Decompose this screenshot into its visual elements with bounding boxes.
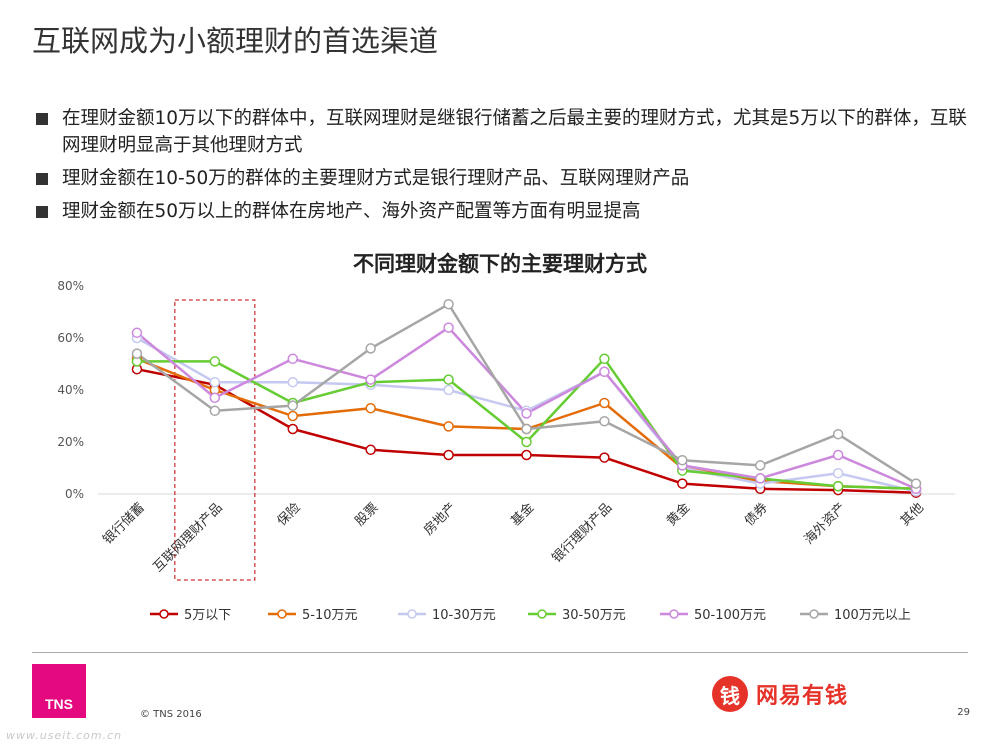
- bullet-item: 理财金额在50万以上的群体在房地产、海外资产配置等方面有明显提高: [32, 198, 982, 225]
- data-point: [287, 353, 299, 365]
- legend-swatch-marker: [537, 609, 547, 619]
- data-point: [677, 478, 688, 489]
- square-bullet-icon: [36, 113, 48, 125]
- data-point: [443, 449, 454, 461]
- data-point: [599, 366, 610, 378]
- data-point: [287, 423, 299, 435]
- chart-title: 不同理财金额下的主要理财方式: [353, 252, 647, 276]
- data-point: [599, 353, 610, 365]
- data-point: [443, 384, 454, 396]
- data-point: [365, 402, 376, 414]
- data-point: [209, 392, 221, 404]
- tns-logo: TNS: [32, 664, 86, 718]
- bullet-item: 在理财金额10万以下的群体中，互联网理财是继银行储蓄之后最主要的理财方式，尤其是…: [32, 105, 982, 159]
- bullet-text: 理财金额在50万以上的群体在房地产、海外资产配置等方面有明显提高: [62, 201, 641, 222]
- legend-swatch-marker: [809, 609, 819, 619]
- y-tick-label: 20%: [57, 435, 84, 449]
- partner-logo-text: 网易有钱: [756, 684, 849, 709]
- data-point: [754, 473, 766, 484]
- data-point: [287, 410, 299, 422]
- bullet-text: 在理财金额10万以下的群体中，互联网理财是继银行储蓄之后最主要的理财方式，尤其是…: [62, 108, 967, 156]
- legend-swatch-marker: [407, 609, 417, 619]
- legend-label: 50-100万元: [694, 608, 766, 623]
- data-point: [443, 298, 454, 310]
- y-tick-label: 0%: [65, 487, 84, 501]
- data-point: [209, 376, 221, 388]
- square-bullet-icon: [36, 206, 48, 218]
- square-bullet-icon: [36, 173, 48, 185]
- legend-label: 5万以下: [184, 608, 231, 623]
- coin-logo-icon: 钱: [712, 676, 748, 712]
- data-point: [677, 454, 688, 466]
- data-point: [910, 478, 922, 489]
- data-point: [754, 460, 766, 471]
- x-tick-label: 基金: [508, 500, 538, 530]
- line-chart: 80% 60% 40% 20% 0% 银行储蓄 互联网理财产品 保险 股票 房地产 基金 银行理财产品…: [57, 279, 955, 623]
- legend-label: 5-10万元: [302, 608, 358, 623]
- data-point: [443, 374, 454, 385]
- data-point: [443, 421, 454, 432]
- x-tick-label: 其他: [898, 500, 927, 529]
- data-point: [832, 449, 844, 461]
- data-point: [287, 376, 299, 388]
- watermark: www.useit.com.cn: [6, 729, 123, 742]
- data-point: [365, 343, 376, 354]
- data-point: [365, 444, 376, 456]
- footer-divider: [32, 652, 968, 653]
- data-point: [832, 480, 844, 492]
- bullet-item: 理财金额在10-50万的群体的主要理财方式是银行理财产品、互联网理财产品: [32, 165, 982, 192]
- data-point: [209, 356, 221, 367]
- data-point: [521, 436, 532, 448]
- x-tick-label: 银行理财产品: [549, 500, 615, 566]
- x-tick-label: 海外资产: [802, 500, 849, 547]
- legend-label: 10-30万元: [432, 608, 496, 623]
- x-tick-label: 互联网理财产品: [151, 500, 226, 575]
- data-point: [599, 415, 610, 427]
- x-tick-label: 债券: [741, 500, 771, 530]
- data-point: [521, 408, 532, 419]
- data-point: [832, 467, 844, 479]
- bullet-list: 在理财金额10万以下的群体中，互联网理财是继银行储蓄之后最主要的理财方式，尤其是…: [32, 105, 982, 231]
- legend-swatch-marker: [159, 609, 169, 619]
- data-point: [131, 327, 143, 339]
- bullet-text: 理财金额在10-50万的群体的主要理财方式是银行理财产品、互联网理财产品: [62, 168, 690, 189]
- legend-label: 30-50万元: [562, 608, 626, 623]
- netease-youqian-logo: 钱 网易有钱: [712, 676, 848, 712]
- x-tick-label: 股票: [353, 500, 382, 529]
- data-point: [832, 428, 844, 440]
- page-number: 29: [957, 707, 970, 718]
- x-tick-label: 银行储蓄: [100, 500, 147, 547]
- data-point: [365, 374, 376, 385]
- data-point: [287, 400, 299, 411]
- x-tick-label: 保险: [275, 500, 304, 529]
- data-point: [443, 322, 454, 333]
- data-point: [599, 397, 610, 409]
- tns-logo-text: TNS: [45, 696, 73, 712]
- x-tick-label: 黄金: [663, 500, 693, 530]
- copyright-text: © TNS 2016: [140, 709, 202, 720]
- data-point: [599, 452, 610, 463]
- slide-title: 互联网成为小额理财的首选渠道: [32, 24, 439, 58]
- data-point: [209, 405, 221, 417]
- y-tick-label: 80%: [57, 279, 84, 293]
- data-point: [521, 423, 532, 435]
- legend-swatch-marker: [669, 609, 679, 619]
- data-point: [521, 449, 532, 461]
- highlight-box: [174, 299, 256, 581]
- legend-label: 100万元以上: [834, 608, 911, 623]
- y-tick-label: 40%: [57, 383, 84, 397]
- x-tick-label: 房地产: [421, 500, 460, 539]
- y-tick-label: 60%: [57, 331, 84, 345]
- data-point: [131, 348, 143, 359]
- legend-swatch-marker: [277, 609, 287, 619]
